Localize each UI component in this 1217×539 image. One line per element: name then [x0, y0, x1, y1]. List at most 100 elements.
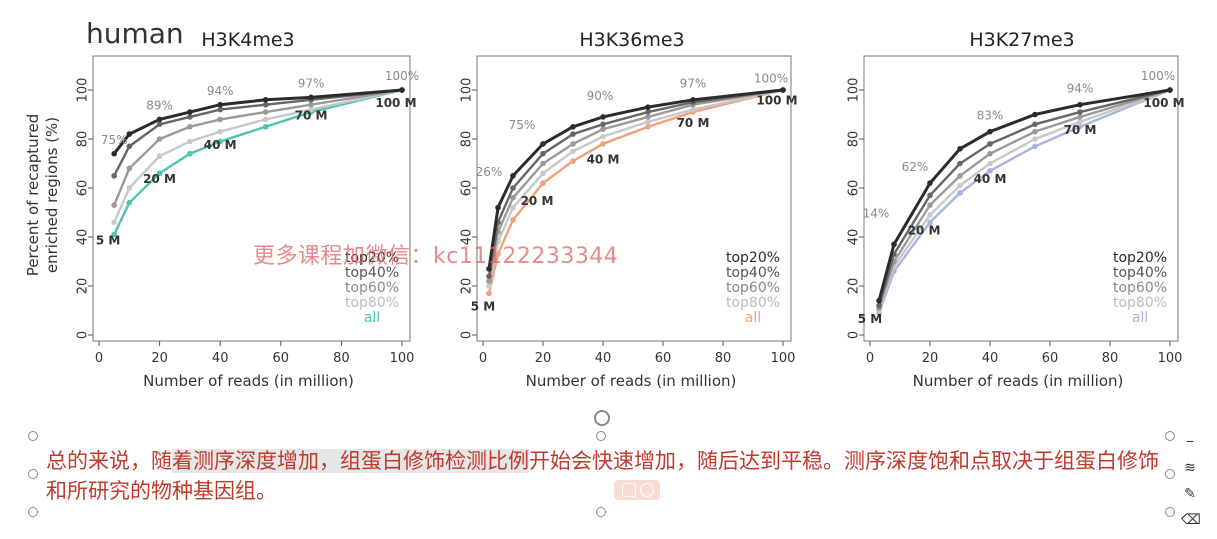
legend-item: top40% [1113, 265, 1167, 281]
data-point [111, 231, 117, 238]
data-point [645, 119, 651, 125]
resize-handle-tr[interactable] [1165, 431, 1175, 441]
percent-label: 90% [587, 89, 614, 103]
data-point [126, 143, 133, 150]
resize-handle-br[interactable] [1165, 507, 1175, 517]
x-tick-label: 20 [535, 351, 552, 366]
data-point [126, 165, 133, 172]
data-point [1077, 119, 1083, 125]
depth-label: 5 M [858, 312, 882, 326]
resize-handle-tl[interactable] [28, 431, 38, 441]
data-point [187, 114, 193, 120]
y-tick-label: 100 [460, 78, 475, 103]
data-point [111, 219, 117, 226]
data-point [126, 131, 133, 137]
chart-figure: H3K4me3 0 20 40 60 80 100 0 20 40 60 80 100 Number of… [24, 29, 1185, 390]
y-tick-label: 60 [460, 180, 475, 197]
resize-handle-bm[interactable] [596, 507, 606, 517]
legend-item: top20% [345, 250, 399, 266]
data-point [510, 217, 516, 223]
mini-toolbar[interactable] [614, 480, 660, 500]
legend-item: all [1132, 310, 1148, 326]
data-point [399, 87, 405, 93]
caption-text[interactable]: 总的来说，随着测序深度增加，组蛋白修饰检测比例开始会快速增加，随后达到平稳。测序… [46, 446, 1161, 506]
x-tick-label: 40 [595, 351, 612, 366]
depth-label: 40 M [587, 153, 620, 167]
y-tick-label: 80 [460, 131, 475, 148]
rotate-handle[interactable] [594, 410, 610, 426]
data-point [262, 123, 269, 130]
legend-item: top20% [1113, 250, 1167, 266]
data-point [957, 160, 963, 167]
x-axis-label: Number of reads (in million) [526, 372, 737, 390]
y-axis-label: Percent of recaptured [24, 114, 42, 276]
legend-item: top60% [345, 280, 399, 296]
data-point [111, 172, 117, 179]
eraser-icon[interactable]: ⌫ [1181, 511, 1201, 527]
data-point [570, 141, 576, 147]
data-point [600, 126, 606, 132]
depth-label: 70 M [677, 116, 710, 130]
percent-label: 100% [1141, 69, 1175, 83]
depth-label: 100 M [756, 94, 797, 108]
percent-label: 97% [298, 77, 325, 91]
data-point [600, 133, 606, 140]
data-point [927, 192, 933, 199]
pen-icon[interactable]: ✎ [1184, 485, 1196, 501]
data-point [187, 109, 193, 115]
data-point [987, 150, 993, 157]
data-point [570, 148, 576, 155]
data-point [510, 172, 516, 179]
caption-pre: 总的来说，随 [46, 449, 172, 473]
series-line-top80% [113, 88, 403, 223]
minus-icon[interactable]: − [1185, 433, 1195, 449]
series-line-top40% [877, 88, 1171, 306]
chart-panel-2: H3K36me3 0 20 40 60 80 100 0 20 40 60 80 100 Number o… [460, 29, 798, 390]
x-tick-label: 40 [212, 351, 229, 366]
series-line-top60% [113, 88, 403, 206]
data-point [217, 106, 223, 113]
data-point [486, 283, 492, 289]
x-tick-label: 20 [922, 351, 939, 366]
data-point [510, 195, 516, 201]
y-tick-label: 60 [847, 180, 862, 197]
mini-toolbar-icon-a[interactable] [622, 483, 636, 497]
data-point [1032, 121, 1038, 128]
x-tick-label: 40 [982, 351, 999, 366]
legend-item: top80% [1113, 295, 1167, 311]
data-point [876, 297, 882, 304]
percent-label: 97% [680, 77, 707, 91]
plot-frame [92, 55, 411, 342]
legend-item: top80% [345, 295, 399, 311]
data-point [262, 116, 269, 123]
caption-highlight: 着测序深度增加，组蛋白修饰检测比例 [172, 449, 529, 473]
series-line-top20% [877, 88, 1171, 302]
data-point [540, 150, 546, 157]
data-point [308, 94, 314, 101]
layers-icon[interactable]: ≋ [1184, 459, 1196, 475]
x-tick-label: 60 [1042, 351, 1059, 366]
depth-label: 40 M [204, 138, 237, 152]
data-point [927, 202, 933, 208]
resize-handle-mr[interactable] [1165, 469, 1175, 479]
mini-toolbar-icon-b[interactable] [640, 483, 654, 497]
percent-label: 100% [754, 72, 788, 86]
data-point [126, 185, 133, 191]
caption-post: 开始会快速增加，随后达到平稳。测序深度饱和点取决于组蛋白修饰和所研究的物种基因组… [46, 449, 1159, 503]
depth-label: 5 M [471, 300, 495, 314]
data-point [540, 170, 546, 177]
y-tick-label: 60 [76, 180, 91, 197]
data-point [1077, 114, 1083, 120]
resize-handle-ml[interactable] [28, 469, 38, 479]
data-point [987, 128, 993, 135]
data-point [645, 123, 651, 130]
data-point [957, 172, 963, 179]
resize-handle-bl[interactable] [28, 507, 38, 517]
caption-textbox[interactable] [28, 431, 1175, 517]
chart-panel-3: H3K27me3 0 20 40 60 80 100 0 20 40 60 80 100 Number o… [847, 29, 1185, 390]
resize-handle-tm[interactable] [596, 431, 606, 441]
depth-label: 100 M [375, 96, 416, 110]
y-tick-label: 0 [460, 331, 475, 339]
depth-label: 5 M [96, 233, 120, 247]
percent-label: 94% [1067, 81, 1094, 95]
